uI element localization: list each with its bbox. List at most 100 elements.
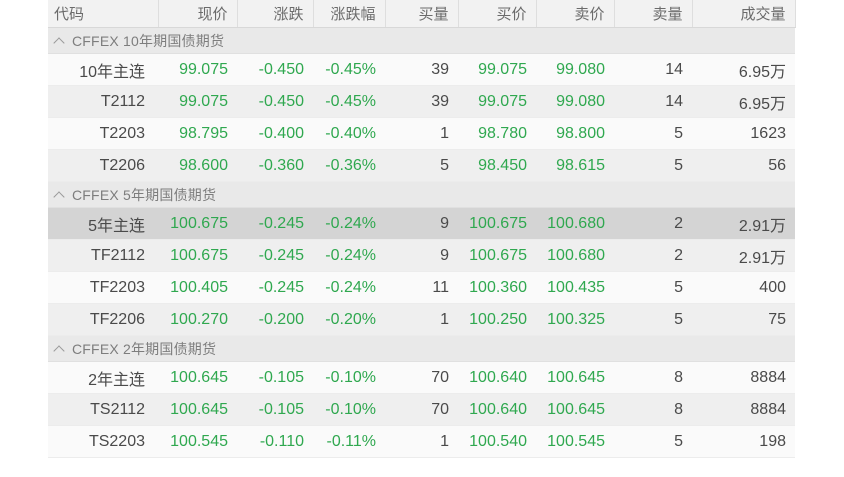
cell-code: 5年主连 [48,207,158,240]
cell-bidvol: 9 [385,207,458,240]
column-header-code[interactable]: 代码 [48,0,159,28]
chevron-up-icon[interactable] [54,189,65,200]
cell-askvol: 5 [614,149,692,182]
cell-chg: -0.105 [237,393,313,426]
cell-bid: 100.675 [458,207,536,240]
cell-askvol: 8 [614,393,692,426]
cell-last: 100.645 [158,361,237,394]
cell-bid: 100.540 [458,425,536,458]
table-header: 代码 现价 涨跌 涨跌幅 买量 买价 卖价 卖量 成交量 [48,0,796,28]
cell-last: 100.270 [158,303,237,336]
column-header-ask[interactable]: 卖价 [536,0,615,28]
cell-volume: 2.91万 [692,239,795,272]
cell-ask: 98.615 [536,149,614,182]
cell-chg: -0.360 [237,149,313,182]
cell-askvol: 5 [614,425,692,458]
table-row[interactable]: TS2112 100.645 -0.105 -0.10% 70 100.640 100.64… [48,393,795,426]
cell-bid: 100.640 [458,393,536,426]
cell-chgpct: -0.10% [313,361,385,394]
cell-last: 99.075 [158,85,237,118]
cell-askvol: 5 [614,117,692,150]
cell-chg: -0.450 [237,53,313,86]
cell-ask: 100.680 [536,207,614,240]
table-row[interactable]: TF2203 100.405 -0.245 -0.24% 11 100.360 100.43… [48,271,795,304]
cell-code: TF2112 [48,239,158,272]
cell-ask: 100.545 [536,425,614,458]
cell-chgpct: -0.11% [313,425,385,458]
column-header-last[interactable]: 现价 [158,0,238,28]
cell-volume: 6.95万 [692,85,795,118]
cell-last: 100.675 [158,239,237,272]
cell-volume: 1623 [692,117,795,150]
cell-ask: 100.435 [536,271,614,304]
cell-chg: -0.450 [237,85,313,118]
cell-volume: 75 [692,303,795,336]
cell-chgpct: -0.45% [313,53,385,86]
cell-code: 10年主连 [48,53,158,86]
cell-bidvol: 1 [385,117,458,150]
table-row[interactable]: T2112 99.075 -0.450 -0.45% 39 99.075 99.080 14 6… [48,85,795,118]
cell-last: 98.600 [158,149,237,182]
table-row[interactable]: TF2206 100.270 -0.200 -0.20% 1 100.250 100.325… [48,303,795,336]
cell-chgpct: -0.24% [313,207,385,240]
cell-bid: 100.640 [458,361,536,394]
cell-last: 99.075 [158,53,237,86]
table-row[interactable]: 10年主连 99.075 -0.450 -0.45% 39 99.075 99.080 14 6… [48,53,795,86]
chevron-up-icon[interactable] [54,35,65,46]
cell-bidvol: 70 [385,393,458,426]
cell-bid: 98.450 [458,149,536,182]
group-header-cell[interactable]: CFFEX 10年期国债期货 [48,27,795,54]
table-header-row: 代码 现价 涨跌 涨跌幅 买量 买价 卖价 卖量 成交量 [48,0,796,28]
cell-code: TF2206 [48,303,158,336]
cell-ask: 99.080 [536,53,614,86]
cell-chgpct: -0.10% [313,393,385,426]
cell-bidvol: 5 [385,149,458,182]
column-header-chgpct[interactable]: 涨跌幅 [313,0,386,28]
group-header-cell[interactable]: CFFEX 2年期国债期货 [48,335,795,362]
cell-code: T2206 [48,149,158,182]
cell-bidvol: 1 [385,303,458,336]
cell-bidvol: 39 [385,53,458,86]
cell-last: 100.645 [158,393,237,426]
cell-bid: 100.675 [458,239,536,272]
group-header-row[interactable]: CFFEX 2年期国债期货 [48,335,795,362]
table-row[interactable]: T2206 98.600 -0.360 -0.36% 5 98.450 98.615 5 56 [48,149,795,182]
cell-volume: 198 [692,425,795,458]
cell-volume: 2.91万 [692,207,795,240]
cell-ask: 100.325 [536,303,614,336]
column-header-chg[interactable]: 涨跌 [237,0,314,28]
chevron-up-icon[interactable] [54,343,65,354]
column-header-askvol[interactable]: 卖量 [614,0,693,28]
cell-chg: -0.200 [237,303,313,336]
cell-chg: -0.245 [237,239,313,272]
cell-bid: 100.360 [458,271,536,304]
cell-ask: 98.800 [536,117,614,150]
cell-chgpct: -0.40% [313,117,385,150]
cell-askvol: 2 [614,239,692,272]
cell-chg: -0.400 [237,117,313,150]
cell-volume: 8884 [692,361,795,394]
group-header-row[interactable]: CFFEX 10年期国债期货 [48,27,795,54]
table-row[interactable]: TF2112 100.675 -0.245 -0.24% 9 100.675 100.680… [48,239,795,272]
cell-chgpct: -0.45% [313,85,385,118]
table-row[interactable]: 2年主连 100.645 -0.105 -0.10% 70 100.640 100.645 8… [48,361,795,394]
group-header-row[interactable]: CFFEX 5年期国债期货 [48,181,795,208]
group-header-cell[interactable]: CFFEX 5年期国债期货 [48,181,795,208]
column-header-volume[interactable]: 成交量 [692,0,796,28]
cell-bid: 100.250 [458,303,536,336]
table-row[interactable]: 5年主连 100.675 -0.245 -0.24% 9 100.675 100.680 2 2… [48,207,795,240]
cell-chgpct: -0.24% [313,239,385,272]
cell-code: T2203 [48,117,158,150]
cell-code: TF2203 [48,271,158,304]
cell-last: 100.545 [158,425,237,458]
table-row[interactable]: T2203 98.795 -0.400 -0.40% 1 98.780 98.800 5 162… [48,117,795,150]
column-header-bidvol[interactable]: 买量 [385,0,459,28]
cell-bidvol: 11 [385,271,458,304]
column-header-bid[interactable]: 买价 [458,0,537,28]
cell-chg: -0.110 [237,425,313,458]
cell-chgpct: -0.36% [313,149,385,182]
cell-volume: 6.95万 [692,53,795,86]
table-row[interactable]: TS2203 100.545 -0.110 -0.11% 1 100.540 100.545… [48,425,795,458]
cell-ask: 100.680 [536,239,614,272]
